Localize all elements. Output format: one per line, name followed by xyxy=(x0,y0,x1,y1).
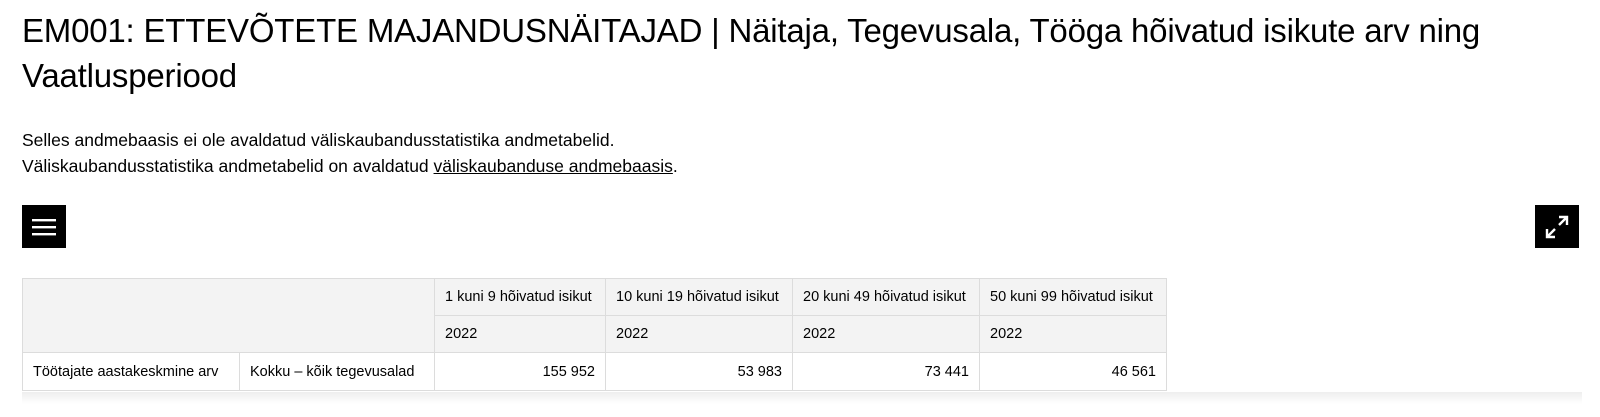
column-header: 1 kuni 9 hõivatud isikut xyxy=(434,278,606,316)
period-header: 2022 xyxy=(792,315,980,353)
table-cell: 73 441 xyxy=(792,352,980,391)
fullscreen-icon xyxy=(1545,215,1569,238)
table-row: Töötajate aastakeskmine arv Kokku – kõik … xyxy=(22,352,1167,391)
row-label: Kokku – kõik tegevusalad xyxy=(239,352,435,391)
table-cell: 53 983 xyxy=(605,352,793,391)
table-shadow xyxy=(22,392,1582,404)
period-header: 2022 xyxy=(605,315,793,353)
header-row: 1 kuni 9 hõivatud isikut 10 kuni 19 hõiva… xyxy=(22,278,1167,353)
corner-cell xyxy=(22,278,435,353)
table-body: Töötajate aastakeskmine arv Kokku – kõik … xyxy=(22,352,1167,391)
data-table: 1 kuni 9 hõivatud isikut 10 kuni 19 hõiva… xyxy=(22,278,1167,391)
menu-button[interactable] xyxy=(22,205,66,248)
notice-link[interactable]: väliskaubanduse andmebaasis xyxy=(433,156,673,176)
table-cell: 46 561 xyxy=(979,352,1167,391)
notice-text: Väliskaubandusstatistika andmetabelid on… xyxy=(22,156,434,176)
notice-line: Väliskaubandusstatistika andmetabelid on… xyxy=(22,153,678,179)
notice-end: . xyxy=(672,156,678,176)
page-title: EM001: ETTEVÕTETE MAJANDUSNÄITAJAD | Näi… xyxy=(22,12,1481,94)
period-header: 2022 xyxy=(434,315,606,353)
period-header: 2022 xyxy=(979,315,1167,353)
column-header: 20 kuni 49 hõivatud isikut xyxy=(792,278,980,316)
column-header: 10 kuni 19 hõivatud isikut xyxy=(605,278,793,316)
column-header: 50 kuni 99 hõivatud isikut xyxy=(979,278,1167,316)
menu-icon xyxy=(32,218,56,235)
header-row: 2022 2022 2022 2022 xyxy=(23,315,1167,353)
fullscreen-button[interactable] xyxy=(1535,205,1579,248)
notice-line: Selles andmebaasis ei ole avaldatud väli… xyxy=(22,130,615,150)
notice: Selles andmebaasis ei ole avaldatud väli… xyxy=(22,127,678,179)
row-label: Töötajate aastakeskmine arv xyxy=(22,352,240,391)
table-cell: 155 952 xyxy=(434,352,606,391)
